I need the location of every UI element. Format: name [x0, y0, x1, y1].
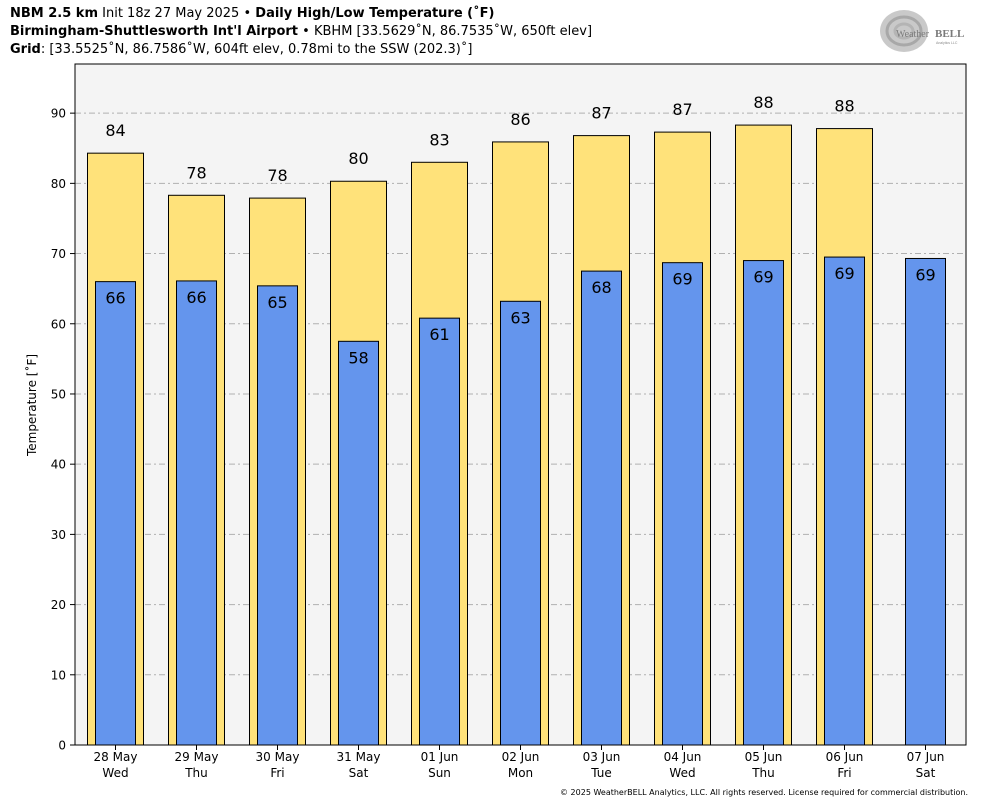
y-tick-label: 30: [51, 528, 66, 542]
y-tick-label: 60: [51, 317, 66, 331]
y-tick-label: 50: [51, 387, 66, 401]
low-temp-label: 66: [186, 288, 206, 307]
weatherbell-logo: Weather BELL Analytics LLC: [880, 10, 964, 52]
low-temp-bar: [338, 340, 379, 746]
station-name: Birmingham-Shuttlesworth Int'l Airport: [10, 24, 299, 39]
y-tick-label: 0: [58, 739, 66, 753]
low-temp-bar: [500, 300, 541, 746]
separator-2: •: [302, 24, 310, 39]
product-title: Daily High/Low Temperature (˚F): [255, 6, 495, 21]
low-temp-label: 65: [267, 293, 287, 312]
y-tick-label: 70: [51, 247, 66, 261]
high-temp-label: 78: [267, 166, 287, 185]
x-axis: 28 May Wed 29 May Thu 30 May Fri 31 May Sat 01 J…: [94, 745, 945, 780]
x-tick-date: 07 Jun: [907, 750, 945, 764]
low-temp-label: 68: [591, 278, 611, 297]
x-tick-day: Sat: [349, 766, 369, 780]
x-tick-date: 29 May: [175, 750, 219, 764]
x-tick-date: 06 Jun: [826, 750, 864, 764]
y-tick-label: 80: [51, 177, 66, 191]
high-temp-label: 87: [591, 104, 611, 123]
logo-text-weather: Weather: [896, 29, 930, 40]
low-temp-bar: [95, 281, 136, 746]
x-tick-day: Fri: [837, 766, 851, 780]
low-temp-label: 69: [915, 265, 935, 284]
x-tick-date: 28 May: [94, 750, 138, 764]
model-name: NBM 2.5 km: [10, 6, 98, 21]
data-labels-layer: 84 66 78 66 78 65 80 58 83 61 86 63 87 68 87 69 88 69 88 69…: [105, 93, 935, 367]
x-tick-date: 04 Jun: [664, 750, 702, 764]
low-temp-bar: [905, 257, 946, 746]
high-temp-label: 80: [348, 149, 368, 168]
logo-text-bell: BELL: [935, 28, 964, 40]
high-temp-label: 88: [753, 93, 773, 112]
x-tick-date: 03 Jun: [583, 750, 621, 764]
high-temp-label: 87: [672, 100, 692, 119]
separator-1: •: [243, 6, 252, 21]
grid-label: Grid: [10, 42, 41, 57]
y-tick-label: 40: [51, 458, 66, 472]
x-tick-date: 31 May: [337, 750, 381, 764]
y-tick-label: 20: [51, 598, 66, 612]
y-tick-label: 10: [51, 668, 66, 682]
chart-header-line-3: Grid: [33.5525˚N, 86.7586˚W, 604ft elev,…: [10, 41, 472, 58]
logo-subtext: Analytics LLC: [936, 41, 958, 45]
chart-header-line-2: Birmingham-Shuttlesworth Int'l Airport •…: [10, 23, 592, 40]
high-temp-label: 86: [510, 110, 530, 129]
x-tick-day: Mon: [508, 766, 533, 780]
x-tick-day: Wed: [669, 766, 695, 780]
low-temp-bar: [581, 270, 622, 746]
high-temp-label: 78: [186, 163, 206, 182]
bars-layer: [87, 124, 946, 746]
low-temp-bar: [743, 260, 784, 746]
x-tick-day: Sun: [428, 766, 451, 780]
x-tick-day: Fri: [270, 766, 284, 780]
x-tick-date: 02 Jun: [502, 750, 540, 764]
x-tick-day: Tue: [590, 766, 612, 780]
low-temp-label: 58: [348, 348, 368, 367]
init-time: Init 18z 27 May 2025: [102, 6, 240, 21]
chart-header-line-1: NBM 2.5 km Init 18z 27 May 2025 • Daily …: [10, 5, 494, 22]
low-temp-label: 69: [753, 268, 773, 287]
high-temp-label: 88: [834, 97, 854, 116]
low-temp-bar: [176, 280, 217, 746]
low-temp-bar: [824, 256, 865, 746]
low-temp-label: 63: [510, 308, 530, 327]
low-temp-bar: [257, 285, 298, 746]
x-tick-day: Thu: [751, 766, 775, 780]
y-axis: 0 10 20 30 40 50 60 70 80 90: [51, 107, 75, 753]
low-temp-bar: [419, 317, 460, 746]
x-tick-day: Wed: [102, 766, 128, 780]
plot-frame: [74, 63, 967, 746]
x-tick-date: 05 Jun: [745, 750, 783, 764]
station-info: KBHM [33.5629˚N, 86.7535˚W, 650ft elev]: [313, 24, 593, 39]
y-axis-label: Temperature [˚F]: [24, 354, 39, 457]
x-tick-day: Thu: [184, 766, 208, 780]
low-temp-label: 69: [834, 264, 854, 283]
high-temp-label: 84: [105, 121, 125, 140]
low-temp-bar: [662, 262, 703, 746]
y-tick-label: 90: [51, 107, 66, 121]
copyright-notice: © 2025 WeatherBELL Analytics, LLC. All r…: [560, 788, 968, 797]
high-temp-label: 83: [429, 130, 449, 149]
low-temp-label: 66: [105, 289, 125, 308]
x-tick-date: 01 Jun: [421, 750, 459, 764]
low-temp-label: 61: [429, 325, 449, 344]
x-tick-day: Sat: [916, 766, 936, 780]
low-temp-label: 69: [672, 270, 692, 289]
grid-info: : [33.5525˚N, 86.7586˚W, 604ft elev, 0.7…: [40, 42, 473, 57]
x-tick-date: 30 May: [256, 750, 300, 764]
